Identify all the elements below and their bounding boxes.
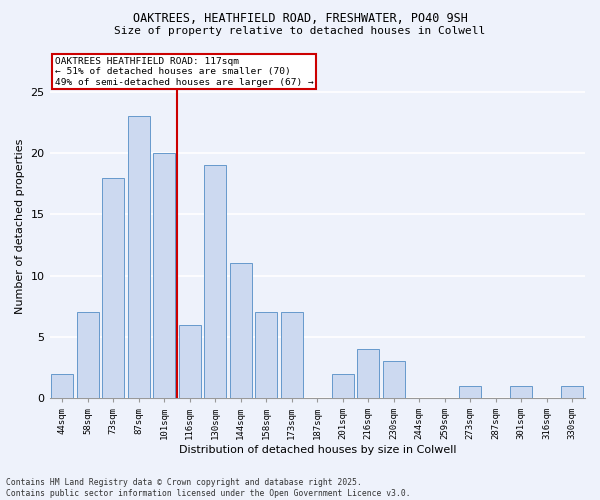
- Y-axis label: Number of detached properties: Number of detached properties: [15, 139, 25, 314]
- Bar: [230, 264, 251, 398]
- Bar: [562, 386, 583, 398]
- Bar: [511, 386, 532, 398]
- Text: OAKTREES, HEATHFIELD ROAD, FRESHWATER, PO40 9SH: OAKTREES, HEATHFIELD ROAD, FRESHWATER, P…: [133, 12, 467, 26]
- Bar: [179, 324, 200, 398]
- Bar: [52, 374, 73, 398]
- Bar: [205, 166, 226, 398]
- Bar: [332, 374, 353, 398]
- Bar: [256, 312, 277, 398]
- Bar: [128, 116, 149, 398]
- Text: OAKTREES HEATHFIELD ROAD: 117sqm
← 51% of detached houses are smaller (70)
49% o: OAKTREES HEATHFIELD ROAD: 117sqm ← 51% o…: [55, 56, 314, 86]
- Text: Contains HM Land Registry data © Crown copyright and database right 2025.
Contai: Contains HM Land Registry data © Crown c…: [6, 478, 410, 498]
- Bar: [103, 178, 124, 398]
- X-axis label: Distribution of detached houses by size in Colwell: Distribution of detached houses by size …: [179, 445, 456, 455]
- Text: Size of property relative to detached houses in Colwell: Size of property relative to detached ho…: [115, 26, 485, 36]
- Bar: [77, 312, 98, 398]
- Bar: [383, 362, 404, 398]
- Bar: [460, 386, 481, 398]
- Bar: [281, 312, 302, 398]
- Bar: [154, 153, 175, 398]
- Bar: [358, 349, 379, 398]
